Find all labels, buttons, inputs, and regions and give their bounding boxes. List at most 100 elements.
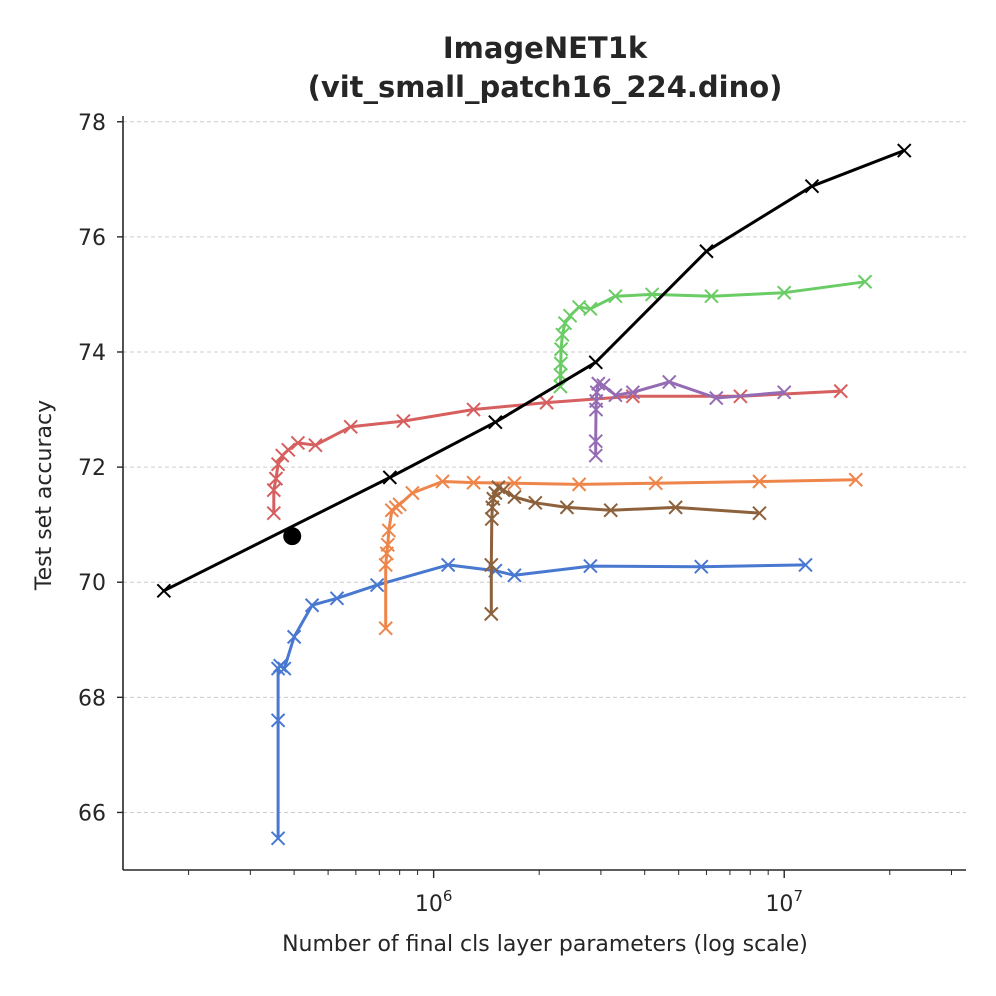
data-point-marker	[857, 274, 873, 289]
data-point-marker	[777, 385, 792, 400]
y-axis-label: Test set accuracy	[32, 400, 57, 591]
series-1	[270, 557, 813, 846]
data-point-marker	[266, 505, 282, 521]
data-point-marker	[553, 356, 568, 371]
data-point-marker	[752, 505, 767, 521]
data-point-marker	[484, 606, 499, 622]
data-point-marker	[583, 301, 598, 317]
data-point-marker	[507, 568, 522, 583]
data-point-marker	[507, 489, 522, 505]
data-point-marker	[897, 143, 912, 158]
chart-title-line-1: ImageNET1k	[443, 31, 648, 65]
data-point-marker	[380, 537, 395, 553]
data-point-marker	[290, 435, 306, 451]
data-point-marker	[583, 558, 598, 574]
series-3	[553, 274, 873, 394]
series-5	[588, 374, 792, 463]
data-point-marker	[405, 485, 420, 501]
data-point-marker	[304, 598, 320, 613]
data-point-marker	[369, 577, 385, 593]
data-point-marker	[286, 629, 302, 645]
data-point-marker	[270, 713, 286, 728]
series-4	[266, 383, 848, 521]
reference-point	[283, 527, 302, 546]
data-point-marker	[752, 474, 767, 489]
data-point-marker	[488, 414, 503, 430]
data-point-marker	[528, 495, 543, 510]
data-point-marker	[270, 831, 286, 846]
data-point-marker	[798, 557, 813, 573]
x-tick-label: 107	[765, 887, 803, 917]
y-tick-label: 72	[78, 456, 106, 481]
data-point-marker	[507, 476, 522, 491]
data-point-marker	[343, 419, 358, 435]
data-point-marker	[559, 500, 575, 515]
data-point-marker	[156, 583, 172, 599]
data-point-marker	[555, 327, 570, 342]
x-axis-label: Number of final cls layer parameters (lo…	[282, 932, 808, 957]
data-point-marker	[588, 448, 603, 463]
data-point-marker	[557, 315, 573, 331]
plot-area	[156, 143, 912, 846]
series-line	[276, 563, 807, 840]
data-point-marker	[588, 433, 603, 449]
y-tick-label: 74	[78, 341, 106, 366]
data-point-marker	[270, 457, 286, 472]
series-line	[594, 380, 786, 458]
data-point-marker	[662, 374, 677, 390]
data-point-marker	[308, 438, 323, 453]
y-tick-label: 76	[78, 226, 106, 251]
data-point-marker	[277, 661, 292, 676]
series-line	[272, 389, 843, 515]
data-point-marker	[699, 244, 714, 259]
chart-title-line-2: (vit_small_patch16_224.dino)	[308, 70, 783, 104]
chart-title: ImageNET1k (vit_small_patch16_224.dino)	[308, 31, 783, 104]
data-point-marker	[435, 474, 450, 489]
data-point-marker	[625, 385, 641, 400]
series-2	[378, 472, 863, 636]
series-line	[162, 149, 906, 593]
data-point-marker	[591, 376, 606, 391]
data-point-marker	[644, 287, 660, 302]
series-7	[156, 143, 912, 599]
data-point-marker	[668, 500, 683, 515]
data-point-marker	[440, 557, 456, 573]
x-tick-label: 106	[415, 887, 453, 917]
y-axis-ticks: 66 68 70 72 74 76 78	[78, 111, 123, 826]
data-point-marker	[466, 475, 481, 490]
data-point-marker	[709, 390, 724, 406]
x-axis-ticks: 106 107	[188, 870, 952, 917]
data-point-marker	[777, 285, 792, 300]
data-point-marker	[466, 402, 481, 417]
data-point-marker	[539, 395, 554, 410]
series-6	[484, 480, 767, 622]
data-point-marker	[833, 383, 848, 399]
series-line	[384, 478, 858, 630]
data-point-marker	[648, 476, 663, 491]
data-point-marker	[396, 413, 411, 429]
data-point-marker	[378, 557, 393, 573]
data-point-marker	[553, 341, 569, 357]
y-tick-label: 70	[78, 571, 106, 596]
data-point-marker	[268, 471, 284, 486]
data-point-marker	[804, 179, 820, 194]
data-point-marker	[496, 482, 511, 498]
y-tick-label: 66	[78, 801, 106, 826]
data-point-marker	[381, 523, 397, 538]
data-point-marker	[329, 591, 345, 606]
y-tick-label: 78	[78, 111, 106, 136]
data-point-marker	[281, 442, 296, 458]
data-point-marker	[603, 503, 618, 518]
data-point-marker	[694, 559, 709, 574]
data-point-marker	[848, 472, 863, 487]
data-point-marker	[704, 288, 719, 304]
data-point-marker	[571, 299, 587, 315]
data-point-marker	[392, 497, 407, 512]
data-point-marker	[484, 557, 499, 573]
data-point-marker	[608, 288, 623, 304]
data-point-marker	[382, 470, 398, 485]
data-point-marker	[484, 511, 499, 527]
data-point-marker	[571, 477, 587, 492]
data-point-marker	[266, 482, 282, 498]
